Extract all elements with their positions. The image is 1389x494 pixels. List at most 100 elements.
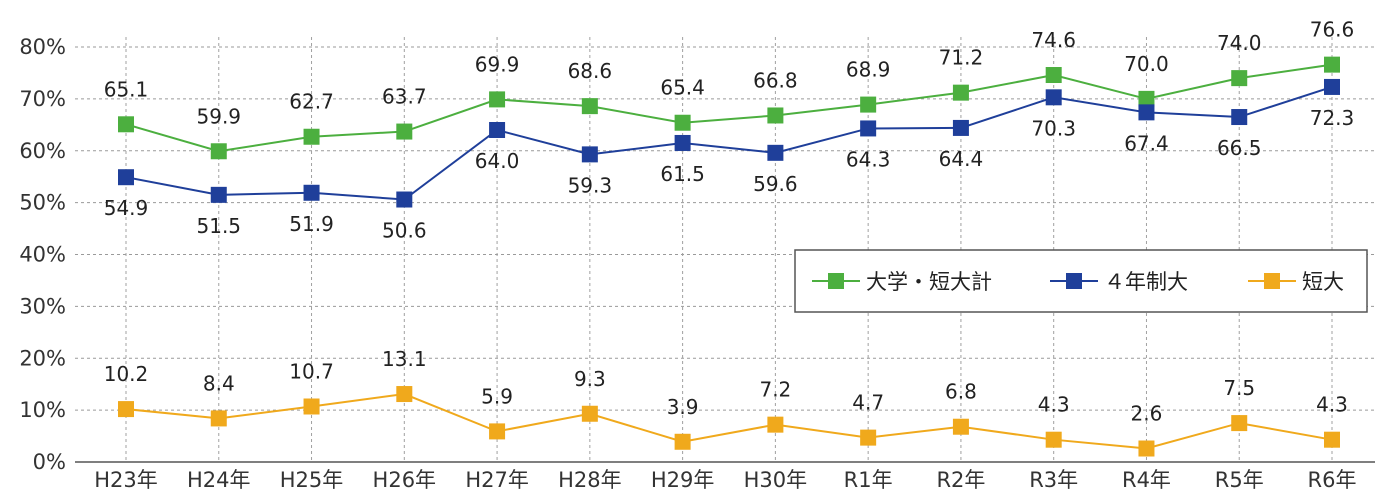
- data-point: [1231, 109, 1248, 126]
- x-tick-label: R2年: [936, 468, 985, 492]
- data-label: 68.9: [846, 58, 891, 82]
- data-label: 66.5: [1217, 136, 1262, 160]
- data-point: [767, 107, 784, 124]
- data-label: 10.7: [289, 359, 334, 383]
- legend-marker: [828, 273, 844, 289]
- data-point: [1138, 440, 1155, 457]
- y-tick-label: 30%: [19, 294, 66, 318]
- x-tick-label: R3年: [1029, 468, 1078, 492]
- x-tick-label: H30年: [744, 468, 808, 492]
- data-label: 2.6: [1131, 402, 1163, 426]
- x-tick-label: R5年: [1215, 468, 1264, 492]
- y-tick-label: 20%: [19, 346, 66, 370]
- y-tick-label: 60%: [19, 139, 66, 163]
- data-point: [210, 186, 227, 203]
- data-point: [674, 433, 691, 450]
- data-label: 68.6: [568, 59, 613, 83]
- data-point: [1045, 67, 1062, 84]
- data-point: [1324, 431, 1340, 448]
- data-label: 74.6: [1031, 28, 1076, 52]
- data-label: 10.2: [104, 362, 149, 386]
- data-label: 9.3: [574, 367, 606, 391]
- data-point: [1231, 70, 1248, 87]
- x-tick-label: H27年: [465, 468, 529, 492]
- data-point: [118, 116, 134, 133]
- data-point: [581, 405, 598, 422]
- data-point: [1324, 56, 1340, 73]
- data-labels: 65.1 59.9 62.7 63.7 69.9 68.6 65.4 66.8 68.9 71.2…: [104, 18, 1355, 426]
- data-label: 59.6: [753, 172, 798, 196]
- data-point: [303, 128, 320, 145]
- data-point: [581, 98, 598, 115]
- legend-marker: [1264, 273, 1280, 289]
- series-line: [125, 63, 1333, 153]
- data-label: 8.4: [203, 371, 235, 395]
- data-point: [952, 84, 969, 101]
- series-lines: [125, 63, 1333, 450]
- data-label: 64.3: [846, 147, 891, 171]
- y-tick-label: 0%: [33, 450, 66, 474]
- data-label: 70.3: [1031, 116, 1076, 140]
- data-point: [396, 123, 413, 140]
- data-label: 67.4: [1124, 131, 1169, 155]
- data-label: 74.0: [1217, 31, 1262, 55]
- data-point: [210, 143, 227, 160]
- data-label: 54.9: [104, 196, 149, 220]
- data-point: [767, 416, 784, 433]
- data-label: 64.0: [475, 149, 520, 173]
- series-line: [125, 85, 1333, 201]
- data-label: 59.9: [197, 104, 242, 128]
- data-label: 51.5: [197, 214, 242, 238]
- legend-marker: [1066, 273, 1082, 289]
- data-label: 13.1: [382, 347, 427, 371]
- x-tick-label: H26年: [373, 468, 437, 492]
- data-point: [860, 96, 877, 113]
- data-point: [396, 386, 413, 403]
- data-point: [581, 146, 598, 163]
- data-point: [1045, 431, 1062, 448]
- data-point: [1138, 90, 1155, 107]
- x-tick-label: H29年: [651, 468, 715, 492]
- data-point: [952, 418, 969, 435]
- data-point: [1138, 104, 1155, 121]
- data-label: 66.8: [753, 68, 798, 92]
- data-label: 62.7: [289, 90, 334, 114]
- data-label: 61.5: [660, 162, 705, 186]
- x-tick-label: R6年: [1308, 468, 1357, 492]
- x-tick-label: H25年: [280, 468, 344, 492]
- x-tick-label: H23年: [94, 468, 158, 492]
- data-label: 7.5: [1223, 376, 1255, 400]
- data-label: 71.2: [939, 46, 984, 70]
- data-point: [1045, 89, 1062, 106]
- data-point: [767, 144, 784, 161]
- data-point: [210, 410, 227, 427]
- legend-label: ４年制大: [1104, 270, 1188, 294]
- y-tick-label: 50%: [19, 191, 66, 215]
- data-label: 3.9: [667, 395, 699, 419]
- x-tick-label: H24年: [187, 468, 251, 492]
- data-label: 65.1: [104, 77, 149, 101]
- data-label: 6.8: [945, 380, 977, 404]
- data-point: [303, 184, 320, 201]
- data-point: [952, 119, 969, 136]
- data-point: [396, 191, 413, 208]
- data-label: 76.6: [1310, 18, 1355, 42]
- x-tick-label: H28年: [558, 468, 622, 492]
- y-tick-label: 10%: [19, 398, 66, 422]
- y-tick-label: 40%: [19, 243, 66, 267]
- data-label: 50.6: [382, 219, 427, 243]
- y-tick-label: 80%: [19, 35, 66, 59]
- data-label: 63.7: [382, 85, 427, 109]
- y-axis: 0% 10% 20% 30% 40% 50% 60% 70% 80%: [19, 35, 66, 474]
- legend-label: 短大: [1302, 270, 1344, 294]
- x-axis: H23年 H24年 H25年 H26年 H27年 H28年 H29年 H30年 R1年 R2年 R3…: [94, 468, 1356, 492]
- data-label: 4.7: [852, 391, 884, 415]
- data-point: [674, 134, 691, 151]
- data-label: 59.3: [568, 173, 613, 197]
- data-point: [1324, 78, 1340, 95]
- data-label: 69.9: [475, 52, 520, 76]
- data-point: [489, 122, 506, 138]
- data-point: [674, 114, 691, 131]
